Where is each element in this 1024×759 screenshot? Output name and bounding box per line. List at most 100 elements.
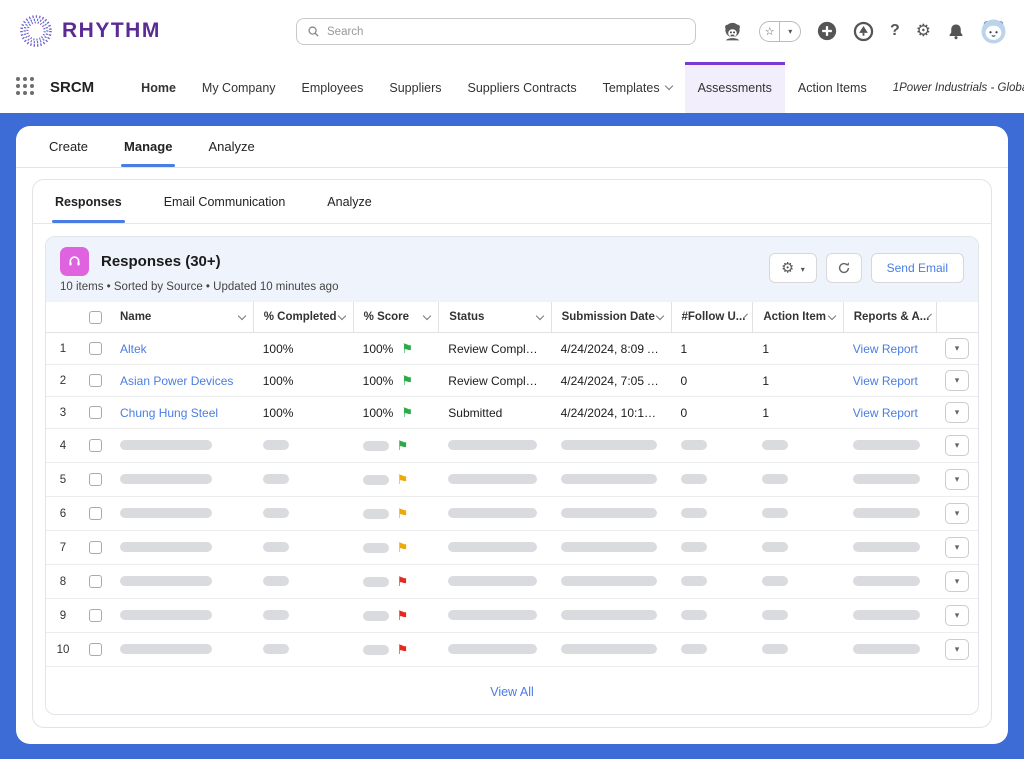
column-header-followups[interactable]: #Follow U...: [670, 302, 753, 332]
chevron-down-icon[interactable]: [535, 311, 544, 320]
tab-email-communication[interactable]: Email Communication: [163, 194, 286, 209]
row-checkbox[interactable]: [88, 507, 102, 520]
skeleton-bar: [852, 508, 921, 519]
nav-item-action-items[interactable]: Action Items: [797, 80, 867, 95]
row-number: 6: [59, 507, 67, 520]
nav-item-employees[interactable]: Employees: [301, 80, 364, 95]
row-actions-button[interactable]: [945, 435, 969, 456]
view-report-link[interactable]: View Report: [852, 373, 918, 388]
row-actions-button[interactable]: [945, 402, 969, 423]
global-search[interactable]: [296, 18, 696, 45]
view-report-link[interactable]: View Report: [852, 405, 918, 420]
row-checkbox[interactable]: [88, 575, 102, 588]
column-header-status[interactable]: Status: [438, 302, 550, 332]
select-all-checkbox[interactable]: [88, 310, 102, 324]
row-actions-button[interactable]: [945, 537, 969, 558]
chevron-down-icon[interactable]: [655, 311, 664, 320]
row-checkbox[interactable]: [88, 342, 102, 355]
row-checkbox[interactable]: [88, 609, 102, 622]
einstein-icon[interactable]: [722, 21, 743, 41]
row-checkbox[interactable]: [88, 643, 102, 656]
chevron-down-icon: [664, 81, 673, 91]
row-actions-button[interactable]: [945, 503, 969, 524]
nav-item-record-context[interactable]: 1Power Industrials - Globa...: [892, 81, 1024, 94]
column-header-completed[interactable]: % Completed: [252, 302, 353, 332]
row-checkbox[interactable]: [88, 374, 102, 387]
help-icon[interactable]: [890, 22, 900, 40]
skeleton-bar: [362, 508, 389, 519]
favorites-control[interactable]: [758, 20, 801, 42]
skeleton-bar: [762, 474, 789, 485]
row-actions-button[interactable]: [945, 338, 969, 359]
responses-table: Name % Completed % Score Status Submissi…: [46, 302, 978, 667]
chevron-down-icon: [801, 261, 805, 275]
list-meta: 10 items • Sorted by Source • Updated 10…: [60, 281, 339, 293]
skeleton-bar: [120, 542, 212, 553]
favorites-dropdown-icon[interactable]: [779, 21, 800, 41]
column-header-submission-date[interactable]: Submission Date: [550, 302, 671, 332]
skeleton-bar: [560, 644, 657, 655]
completed-cell: 100%: [262, 341, 294, 356]
chevron-down-icon[interactable]: [827, 311, 836, 320]
tab-responses[interactable]: Responses: [52, 180, 125, 223]
table-row-skeleton: 6: [46, 497, 978, 531]
gear-icon: [782, 260, 795, 277]
column-header-score[interactable]: % Score: [352, 302, 439, 332]
row-checkbox[interactable]: [88, 473, 102, 486]
nav-item-suppliers-contracts[interactable]: Suppliers Contracts: [467, 80, 577, 95]
tab-analyze[interactable]: Analyze: [208, 139, 255, 154]
flag-icon: [401, 373, 413, 389]
chevron-down-icon[interactable]: [423, 311, 432, 320]
completed-cell: 100%: [262, 373, 294, 388]
tab-create[interactable]: Create: [49, 139, 89, 154]
flag-icon: [397, 573, 409, 591]
followups-cell: 0: [680, 405, 688, 420]
row-number: 3: [59, 406, 67, 419]
completed-cell: 100%: [262, 405, 294, 420]
user-avatar[interactable]: [981, 19, 1006, 44]
app-launcher-icon[interactable]: [16, 76, 34, 99]
list-settings-button[interactable]: [768, 253, 817, 283]
skeleton-bar: [762, 610, 789, 621]
row-checkbox[interactable]: [88, 406, 102, 419]
send-email-button[interactable]: Send Email: [870, 253, 964, 283]
view-all-link[interactable]: View All: [490, 685, 534, 699]
nav-item-suppliers[interactable]: Suppliers: [389, 80, 442, 95]
tab-analyze-inner[interactable]: Analyze: [327, 194, 372, 209]
guidance-center-icon[interactable]: [853, 21, 874, 42]
supplier-name-link[interactable]: Chung Hung Steel: [120, 405, 219, 420]
add-icon[interactable]: [817, 21, 837, 41]
table-row-skeleton: 7: [46, 531, 978, 565]
nav-item-templates[interactable]: Templates: [590, 62, 685, 113]
nav-item-my-company[interactable]: My Company: [201, 80, 276, 95]
supplier-name-link[interactable]: Altek: [120, 341, 147, 356]
row-checkbox[interactable]: [88, 541, 102, 554]
column-header-reports[interactable]: Reports & A...: [842, 302, 936, 332]
skeleton-bar: [362, 542, 389, 553]
row-actions-button[interactable]: [945, 639, 969, 660]
row-checkbox[interactable]: [88, 439, 102, 452]
search-input[interactable]: [327, 25, 685, 38]
favorites-star-icon[interactable]: [760, 22, 780, 41]
nav-item-home[interactable]: Home: [141, 80, 176, 95]
responses-object-icon: [60, 247, 89, 276]
followups-cell: 0: [680, 373, 688, 388]
refresh-button[interactable]: [825, 253, 862, 283]
table-header-row: Name % Completed % Score Status Submissi…: [46, 302, 978, 333]
chevron-down-icon[interactable]: [337, 311, 346, 320]
view-report-link[interactable]: View Report: [852, 341, 918, 356]
column-header-name[interactable]: Name: [110, 302, 253, 332]
chevron-down-icon[interactable]: [237, 311, 246, 320]
nav-item-assessments[interactable]: Assessments: [684, 62, 785, 113]
flag-icon: [397, 437, 409, 455]
setup-gear-icon[interactable]: [916, 21, 931, 41]
row-actions-button[interactable]: [945, 571, 969, 592]
supplier-name-link[interactable]: Asian Power Devices: [120, 373, 234, 388]
tab-manage[interactable]: Manage: [121, 126, 176, 167]
row-actions-button[interactable]: [945, 469, 969, 490]
status-cell: Review Completed: [448, 341, 550, 356]
row-actions-button[interactable]: [945, 370, 969, 391]
notifications-bell-icon[interactable]: [947, 22, 965, 41]
row-actions-button[interactable]: [945, 605, 969, 626]
column-header-action-item[interactable]: Action Item: [752, 302, 842, 332]
